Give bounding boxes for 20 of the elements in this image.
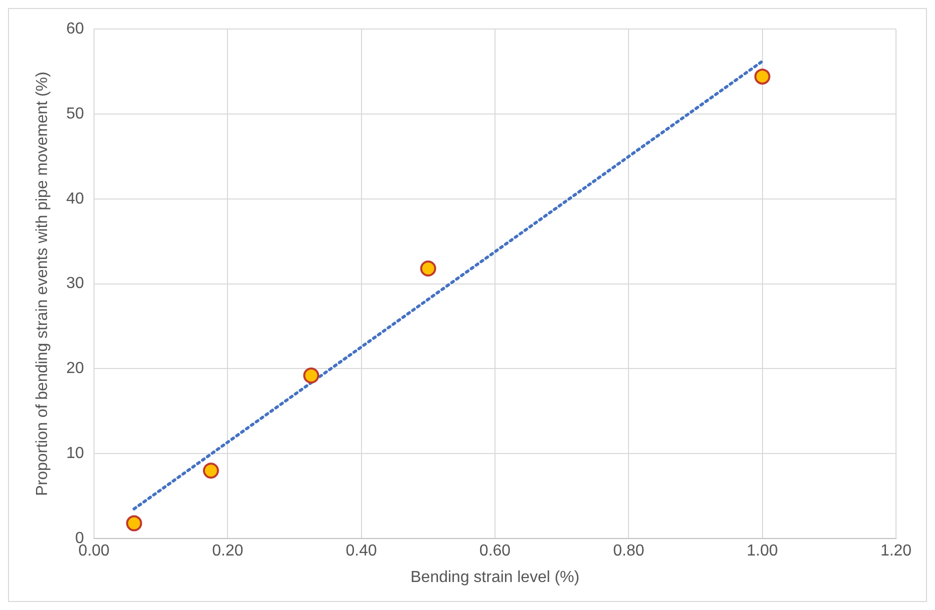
y-tick-label: 50 (66, 105, 84, 122)
x-tick-label: 0.80 (613, 542, 644, 560)
y-axis-title: Proportion of bending strain events with pipe movement (%) (34, 72, 52, 496)
y-tick-label: 20 (66, 360, 84, 378)
y-tick-label: 30 (66, 275, 84, 292)
y-tick-label: 10 (66, 445, 84, 462)
x-tick-label: 1.20 (880, 542, 912, 560)
point (126, 515, 142, 532)
x-tick-label: 0.20 (212, 542, 244, 560)
x-axis-title: Bending strain level (%) (410, 568, 580, 586)
point (202, 462, 219, 479)
y-tick-label: 60 (66, 20, 84, 38)
x-tick-label: 0.40 (346, 542, 378, 560)
point (303, 368, 320, 384)
y-tick-label: 40 (66, 190, 84, 208)
x-tick-label: 0.60 (479, 542, 511, 560)
point (754, 68, 770, 85)
point (420, 260, 436, 277)
x-tick-label: 0.00 (78, 542, 110, 560)
x-tick-label: 1.00 (746, 542, 778, 560)
